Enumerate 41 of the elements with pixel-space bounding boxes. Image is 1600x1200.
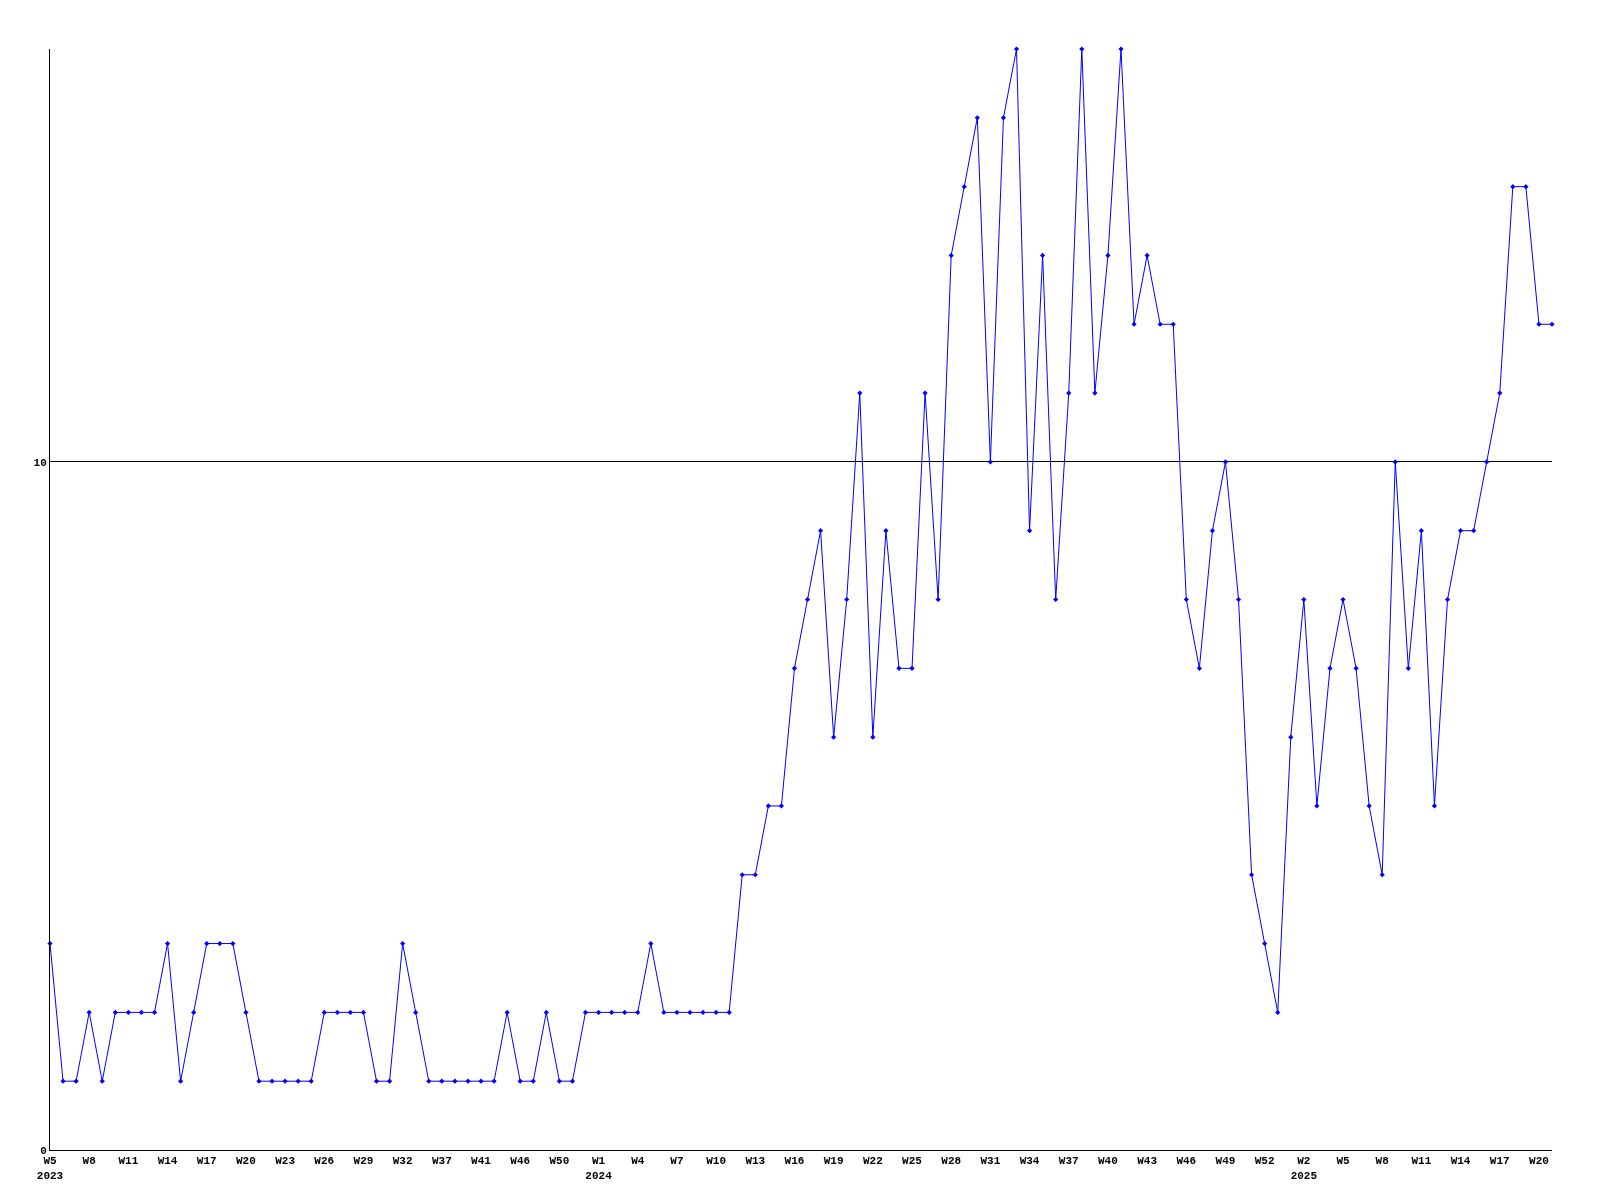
x-tick-label: W11 <box>1411 1155 1432 1168</box>
x-tick-label: W37 <box>431 1155 452 1168</box>
x-tick-label: W49 <box>1215 1155 1236 1168</box>
x-tick-label: W13 <box>745 1155 766 1168</box>
x-tick-label: W25 <box>902 1155 923 1168</box>
y-tick-label: 10 <box>33 456 47 469</box>
x-tick-label: W46 <box>1176 1155 1197 1168</box>
x-tick-label: W5 <box>1336 1155 1351 1168</box>
x-tick-label: W8 <box>1375 1155 1390 1168</box>
x-tick-label: W1 2024 <box>585 1155 613 1182</box>
x-tick-label: W26 <box>314 1155 335 1168</box>
x-tick-label: W23 <box>275 1155 296 1168</box>
x-tick-label: W52 <box>1254 1155 1275 1168</box>
x-tick-label: W7 <box>670 1155 684 1168</box>
x-tick-label: W40 <box>1098 1155 1118 1168</box>
x-tick-label: W20 <box>1529 1155 1549 1168</box>
x-tick-label: W50 <box>549 1155 570 1168</box>
x-tick-label: W31 <box>980 1155 1001 1168</box>
x-tick-label: W20 <box>236 1155 256 1168</box>
x-tick-label: W32 <box>392 1155 413 1168</box>
x-tick-label: W28 <box>941 1155 962 1168</box>
x-tick-label: W8 <box>82 1155 97 1168</box>
x-tick-label: W29 <box>353 1155 374 1168</box>
x-tick-label: W5 2023 <box>36 1155 64 1182</box>
x-tick-label: W19 <box>823 1155 844 1168</box>
x-tick-label: W17 <box>1489 1155 1510 1168</box>
x-tick-label: W14 <box>157 1155 178 1168</box>
x-tick-label: W41 <box>471 1155 492 1168</box>
y-tick-label: 0 <box>40 1144 47 1157</box>
x-tick-label: W14 <box>1450 1155 1471 1168</box>
x-tick-label: W2 2025 <box>1290 1155 1318 1182</box>
x-tick-label: W22 <box>862 1155 883 1168</box>
x-tick-label: W34 <box>1019 1155 1040 1168</box>
x-tick-label: W37 <box>1058 1155 1079 1168</box>
x-tick-label: W11 <box>118 1155 139 1168</box>
x-tick-label: W10 <box>706 1155 727 1168</box>
x-tick-label: W43 <box>1137 1155 1158 1168</box>
x-tick-label: W4 <box>631 1155 645 1168</box>
x-tick-label: W17 <box>196 1155 217 1168</box>
x-tick-label: W16 <box>784 1155 805 1168</box>
x-tick-label: W46 <box>510 1155 531 1168</box>
